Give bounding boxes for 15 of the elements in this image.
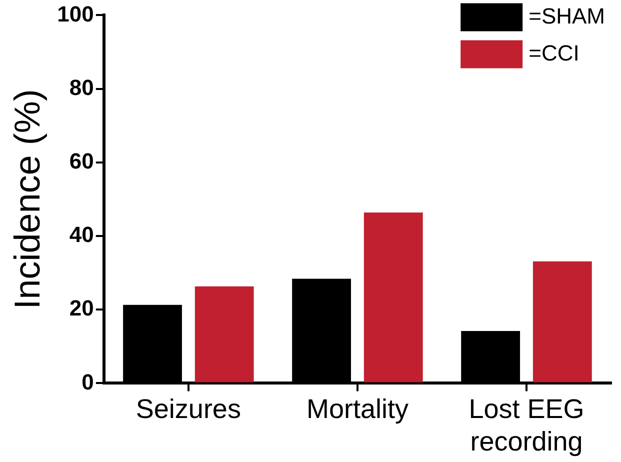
x-tick-label: Seizures [136, 394, 241, 424]
x-tick-label: Mortality [306, 394, 409, 424]
y-tick-label: 60 [69, 148, 94, 174]
y-tick-label: 0 [82, 369, 94, 394]
bar [532, 261, 592, 382]
y-tick-label: 100 [57, 1, 94, 26]
y-tick-label: 20 [69, 296, 94, 321]
y-tick-label: 80 [69, 74, 94, 100]
legend-label: =SHAM [528, 3, 606, 28]
bar [364, 212, 423, 382]
y-tick-label: 40 [69, 222, 94, 248]
y-axis-title: Incidence (%) [6, 89, 48, 310]
legend-label: =CCI [528, 40, 580, 66]
x-tick-label: Lost EEG recording [468, 394, 584, 456]
bar [194, 286, 254, 382]
